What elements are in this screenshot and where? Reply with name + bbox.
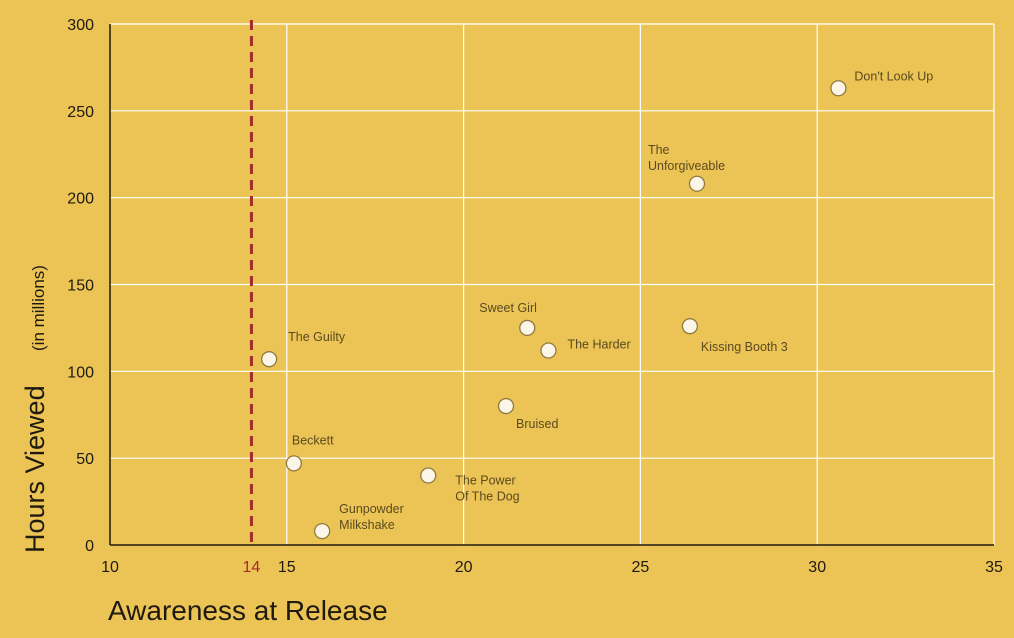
point-label-the-harder: The Harder	[567, 337, 630, 351]
point-the-power-of-the-dog	[420, 467, 437, 484]
point-gunpowder-milkshake	[314, 522, 331, 540]
point-label-kissing-booth-3: Kissing Booth 3	[701, 340, 788, 354]
y-tick-label-50: 50	[76, 451, 94, 468]
point-label-the-unforgiveable: The Unforgiveable	[648, 143, 725, 173]
y-tick-labels: 0 50 100 150 200 250 300	[67, 17, 94, 555]
data-points	[260, 80, 847, 540]
x-tick-label-35: 35	[985, 559, 1003, 576]
x-tick-label-10: 10	[101, 559, 119, 576]
point-label-bruised: Bruised	[516, 417, 558, 431]
x-tick-label-30: 30	[808, 559, 826, 576]
point-bruised	[497, 397, 515, 415]
y-tick-label-300: 300	[67, 17, 94, 34]
point-the-guilty	[260, 351, 278, 368]
y-tick-label-0: 0	[85, 538, 94, 555]
x-tick-label-20: 20	[455, 559, 473, 576]
x-tick-labels: 10 15 20 25 30 35	[101, 559, 1003, 576]
point-label-the-guilty: The Guilty	[288, 330, 346, 344]
point-label-sweet-girl: Sweet Girl	[479, 301, 537, 315]
y-tick-label-150: 150	[67, 278, 94, 295]
y-axis-title: Hours Viewed (in millions)	[20, 265, 50, 553]
y-axis-title-main: Hours Viewed	[20, 385, 50, 553]
point-kissing-booth-3	[681, 318, 699, 335]
point-the-harder	[540, 342, 557, 359]
point-don-t-look-up	[830, 80, 847, 97]
x-tick-label-25: 25	[632, 559, 650, 576]
point-the-unforgiveable	[688, 175, 706, 192]
point-label-the-power-of-the-dog: The Power Of The Dog	[455, 474, 519, 504]
y-tick-label-200: 200	[67, 191, 94, 208]
point-label-gunpowder-milkshake: Gunpowder Milkshake	[339, 502, 404, 532]
x-tick-label-15: 15	[278, 559, 296, 576]
y-tick-label-100: 100	[67, 364, 94, 381]
y-tick-label-250: 250	[67, 104, 94, 121]
point-label-don-t-look-up: Don't Look Up	[854, 69, 933, 83]
point-beckett	[285, 455, 303, 472]
point-sweet-girl	[519, 319, 536, 337]
y-axis-title-sub: (in millions)	[29, 265, 48, 351]
grid-lines	[110, 23, 995, 545]
reference-line-label: 14	[243, 559, 261, 576]
point-label-beckett: Beckett	[292, 433, 334, 447]
point-labels: Don't Look Up The Unforgiveable Kissing Boo…	[288, 69, 933, 532]
x-axis-title: Awareness at Release	[108, 595, 388, 626]
